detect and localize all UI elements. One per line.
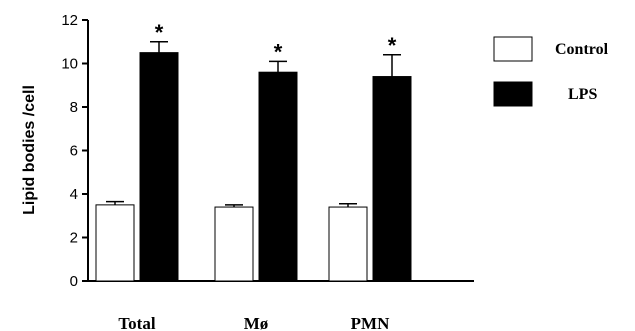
significance-marker: * xyxy=(274,39,283,64)
y-tick-label: 8 xyxy=(70,99,78,116)
bar-lps-1 xyxy=(258,71,298,282)
bar-lps-0 xyxy=(139,52,179,282)
y-tick-label: 10 xyxy=(61,56,78,73)
bar-control-2 xyxy=(328,206,368,282)
y-axis-label: Lipid bodies /cell xyxy=(21,85,38,215)
bar-control-1 xyxy=(214,206,254,282)
significance-marker: * xyxy=(388,33,397,58)
legend-swatch-control xyxy=(493,36,533,62)
legend-label-lps: LPS xyxy=(568,86,597,103)
x-tick-label: Mø xyxy=(244,314,269,331)
significance-marker: * xyxy=(155,20,164,45)
y-tick-label: 2 xyxy=(70,230,78,247)
y-tick-label: 0 xyxy=(70,273,78,290)
bar-control-0 xyxy=(95,204,135,282)
y-tick-label: 6 xyxy=(70,143,78,160)
x-tick-label: PMN xyxy=(351,314,390,331)
legend-label-control: Control xyxy=(555,41,609,58)
y-tick-label: 4 xyxy=(70,186,78,203)
bars: * Total * Mø * PMN xyxy=(95,20,412,331)
legend-swatch-lps xyxy=(493,81,533,107)
y-tick-label: 12 xyxy=(61,12,78,29)
x-tick-label: Total xyxy=(118,314,155,331)
legend: Control LPS xyxy=(493,36,609,107)
bar-lps-2 xyxy=(372,76,412,282)
